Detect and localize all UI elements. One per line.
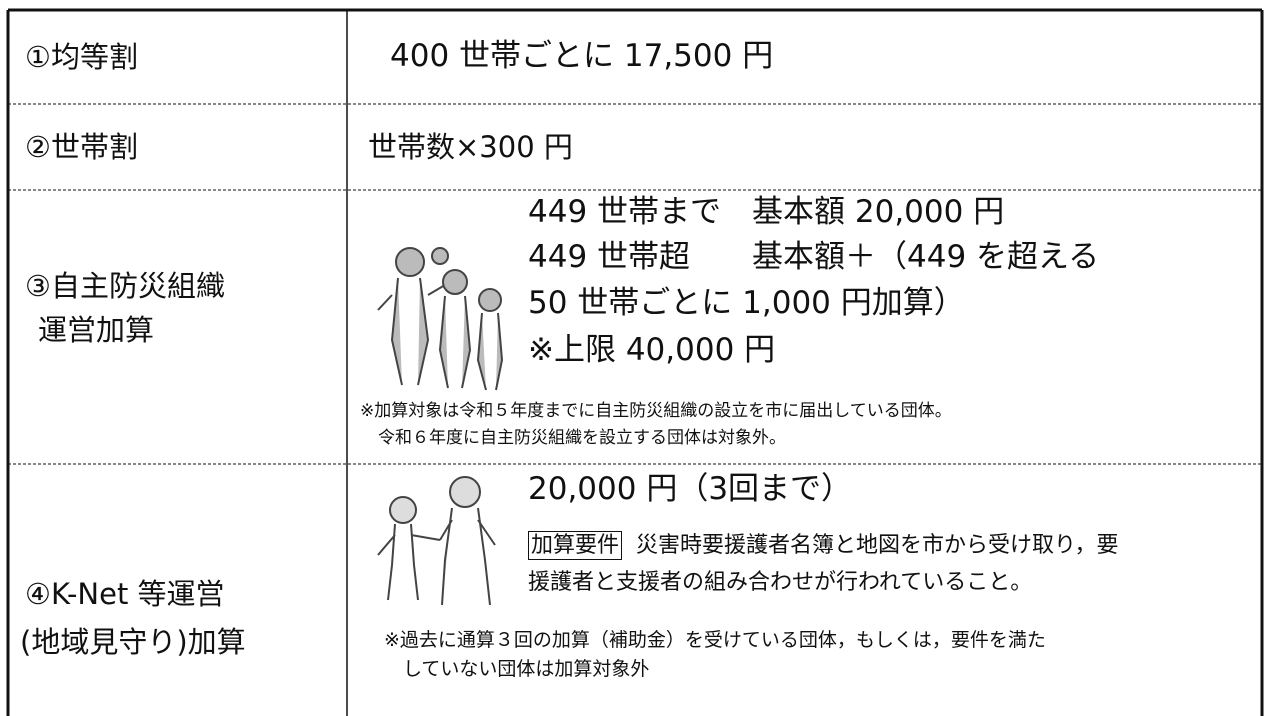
requirement-line: 加算要件 災害時要援護者名簿と地図を市から受け取り，要 (528, 531, 1119, 560)
row-content: 449 世帯超 基本額＋（449 を超える (528, 239, 1100, 275)
illustration-group (377, 247, 504, 391)
row-content: 世帯数×300 円 (368, 130, 573, 164)
row-note: ※加算対象は令和５年度までに自主防災組織の設立を市に届出している団体。 (360, 401, 952, 421)
illustration-pair (377, 476, 496, 606)
row-note: していない団体は加算対象外 (403, 658, 650, 680)
row-note: 令和６年度に自主防災組織を設立する団体は対象外。 (378, 428, 786, 448)
row-content: 449 世帯まで 基本額 20,000 円 (528, 194, 1005, 230)
requirement-text: 援護者と支援者の組み合わせが行われていること。 (528, 570, 1033, 595)
row-content: 20,000 円（3回まで） (528, 471, 853, 507)
row-content: 400 世帯ごとに 17,500 円 (390, 38, 774, 74)
row-label: (地域見守り)加算 (20, 625, 246, 659)
row-label: ③自主防災組織 (25, 269, 225, 303)
row-note: ※過去に通算３回の加算（補助金）を受けている団体，もしくは，要件を満た (384, 629, 1046, 651)
row-content: 50 世帯ごとに 1,000 円加算） (528, 285, 965, 321)
requirement-text: 災害時要援護者名簿と地図を市から受け取り，要 (636, 533, 1119, 558)
row-label: 運営加算 (38, 313, 155, 347)
row-content: ※上限 40,000 円 (528, 332, 776, 368)
row-label: ②世帯割 (25, 130, 138, 164)
requirement-tag: 加算要件 (528, 531, 623, 560)
row-label: ①均等割 (25, 40, 138, 74)
row-label: ④K-Net 等運営 (25, 577, 225, 611)
